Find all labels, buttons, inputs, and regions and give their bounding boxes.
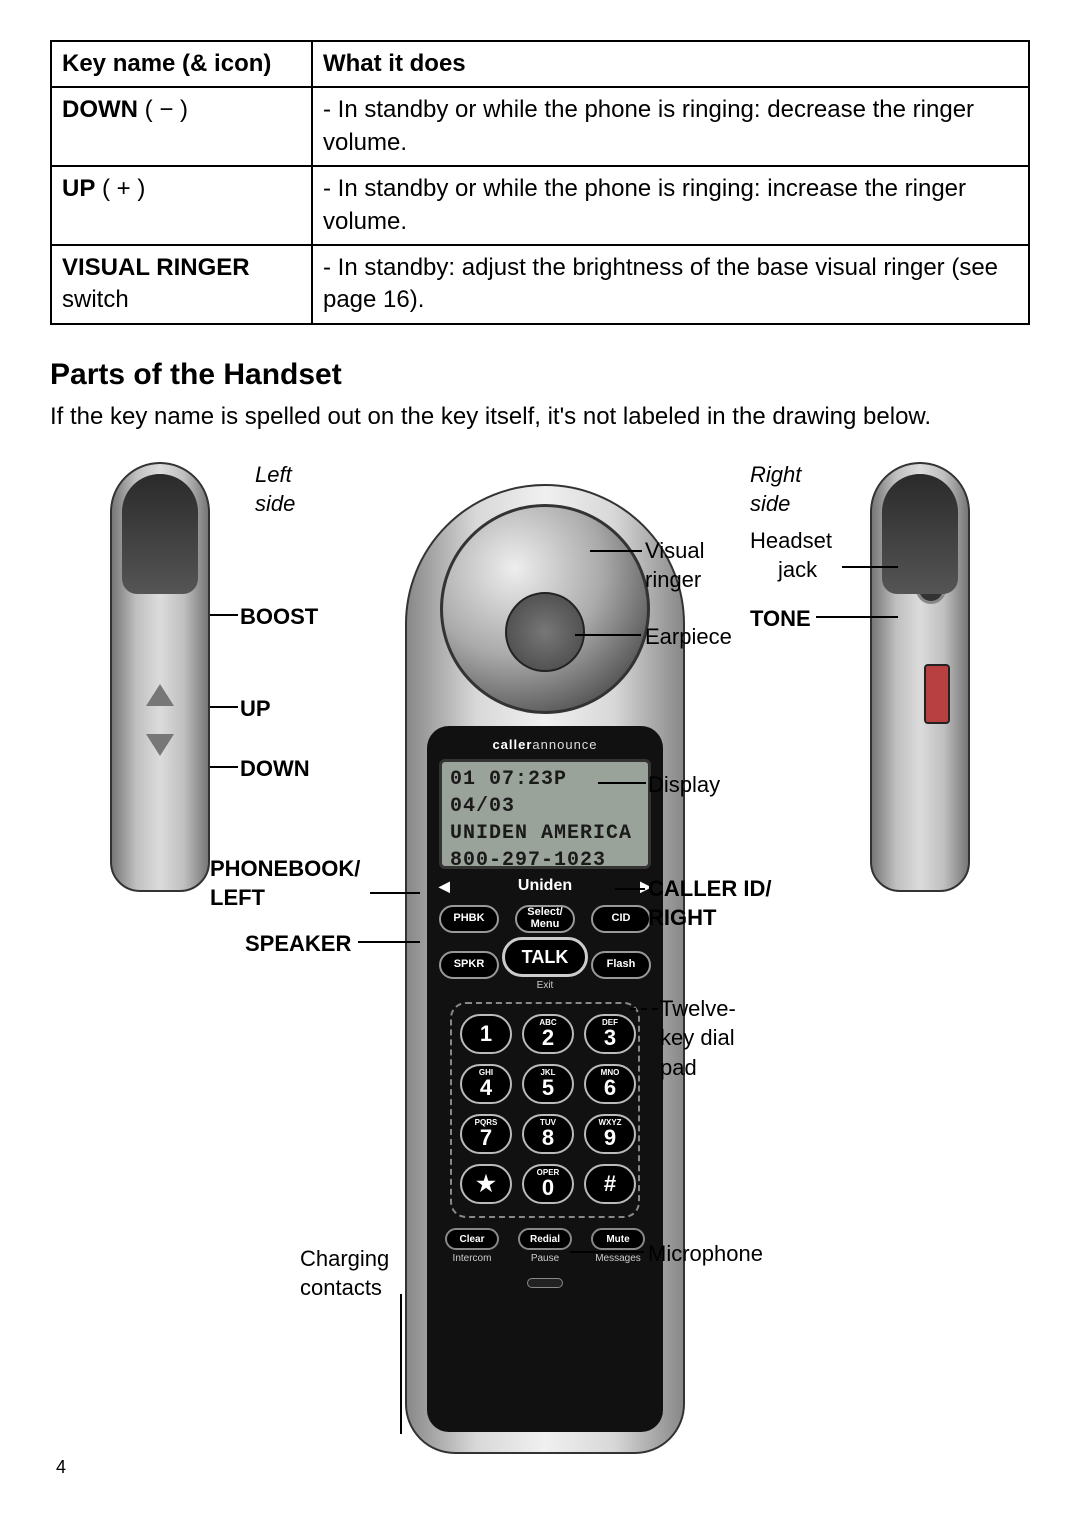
key-name-cell: VISUAL RINGER switch xyxy=(51,245,312,324)
select-menu-button[interactable]: Select/ Menu xyxy=(515,905,575,933)
exit-label: Exit xyxy=(537,979,554,993)
redial-button[interactable]: Redial xyxy=(518,1228,572,1250)
key-name-cell: DOWN ( − ) xyxy=(51,87,312,166)
key-desc-cell: - In standby or while the phone is ringi… xyxy=(312,87,1029,166)
headset-jack-icon xyxy=(916,574,946,604)
dial-pad: 1ABC2DEF3 GHI4JKL5MNO6 PQRS7TUV8WXYZ9 ★OPER… xyxy=(450,1002,640,1218)
key-desc-cell: - In standby or while the phone is ringi… xyxy=(312,166,1029,245)
handset-right-side xyxy=(870,462,970,892)
lcd-line1: 01 07:23P 04/03 xyxy=(450,766,640,820)
volume-down-icon xyxy=(146,734,174,756)
up-callout: UP xyxy=(240,694,271,724)
left-side-label: Leftside xyxy=(255,460,295,519)
talk-button[interactable]: TALK xyxy=(502,937,588,977)
dial-key-★[interactable]: ★ xyxy=(460,1164,512,1204)
lcd-line3: 800-297-1023 xyxy=(450,847,640,874)
dial-key-3[interactable]: DEF3 xyxy=(584,1014,636,1054)
pause-label: Pause xyxy=(518,1252,572,1266)
callerid-right-callout: CALLER ID/ RIGHT xyxy=(648,874,771,933)
right-side-label: Rightside xyxy=(750,460,801,519)
dial-key-1[interactable]: 1 xyxy=(460,1014,512,1054)
brand-name: Uniden xyxy=(518,875,572,897)
intercom-label: Intercom xyxy=(445,1252,499,1266)
display-callout: Display xyxy=(648,770,720,800)
key-name-cell: UP ( + ) xyxy=(51,166,312,245)
brand-bar: ◀ Uniden ▶ xyxy=(439,875,651,897)
dial-key-0[interactable]: OPER0 xyxy=(522,1164,574,1204)
key-functions-table: Key name (& icon) What it does DOWN ( − … xyxy=(50,40,1030,325)
col-key-name: Key name (& icon) xyxy=(51,41,312,87)
display-lcd: 01 07:23P 04/03 UNIDEN AMERICA 800-297-1… xyxy=(439,759,651,869)
phbk-button[interactable]: PHBK xyxy=(439,905,499,933)
dial-key-5[interactable]: JKL5 xyxy=(522,1064,574,1104)
dial-key-7[interactable]: PQRS7 xyxy=(460,1114,512,1154)
messages-label: Messages xyxy=(591,1252,645,1266)
microphone-callout: Microphone xyxy=(648,1239,763,1269)
earpiece-icon xyxy=(505,592,585,672)
table-row: VISUAL RINGER switch- In standby: adjust… xyxy=(51,245,1029,324)
key-desc-cell: - In standby: adjust the brightness of t… xyxy=(312,245,1029,324)
handset-left-side xyxy=(110,462,210,892)
section-body: If the key name is spelled out on the ke… xyxy=(50,401,1030,433)
lcd-line2: UNIDEN AMERICA xyxy=(450,820,640,847)
speaker-callout: SPEAKER xyxy=(245,929,351,959)
down-callout: DOWN xyxy=(240,754,310,784)
headset-jack-callout: Headsetjack xyxy=(750,526,832,585)
section-title: Parts of the Handset xyxy=(50,355,1030,396)
flash-button[interactable]: Flash xyxy=(591,951,651,979)
handset-diagram: callerannounce 01 07:23P 04/03 UNIDEN AM… xyxy=(50,454,1030,1484)
boost-callout: BOOST xyxy=(240,602,318,632)
dial-key-8[interactable]: TUV8 xyxy=(522,1114,574,1154)
dial-key-#[interactable]: # xyxy=(584,1164,636,1204)
page-number: 4 xyxy=(56,1455,66,1479)
microphone-icon xyxy=(527,1278,563,1288)
caller-announce-label: callerannounce xyxy=(439,736,651,754)
volume-up-icon xyxy=(146,684,174,706)
dial-key-6[interactable]: MNO6 xyxy=(584,1064,636,1104)
visual-ringer-callout: Visualringer xyxy=(645,536,705,595)
handset-front: callerannounce 01 07:23P 04/03 UNIDEN AM… xyxy=(405,484,685,1454)
charging-contacts-callout: Chargingcontacts xyxy=(300,1244,389,1303)
spkr-button[interactable]: SPKR xyxy=(439,951,499,979)
phonebook-left-callout: PHONEBOOK/ LEFT xyxy=(210,854,360,913)
left-arrow-icon: ◀ xyxy=(439,877,450,896)
tone-slider-icon xyxy=(924,664,950,724)
tone-callout: TONE xyxy=(750,604,811,634)
dialpad-callout: Twelve- key dial pad xyxy=(660,994,736,1083)
visual-ringer-lens xyxy=(440,504,650,714)
table-row: UP ( + )- In standby or while the phone … xyxy=(51,166,1029,245)
dial-key-9[interactable]: WXYZ9 xyxy=(584,1114,636,1154)
col-what-it-does: What it does xyxy=(312,41,1029,87)
handset-panel: callerannounce 01 07:23P 04/03 UNIDEN AM… xyxy=(427,726,663,1432)
cid-button[interactable]: CID xyxy=(591,905,651,933)
dial-key-4[interactable]: GHI4 xyxy=(460,1064,512,1104)
table-row: DOWN ( − )- In standby or while the phon… xyxy=(51,87,1029,166)
mute-button[interactable]: Mute xyxy=(591,1228,645,1250)
clear-button[interactable]: Clear xyxy=(445,1228,499,1250)
dial-key-2[interactable]: ABC2 xyxy=(522,1014,574,1054)
earpiece-callout: Earpiece xyxy=(645,622,732,652)
